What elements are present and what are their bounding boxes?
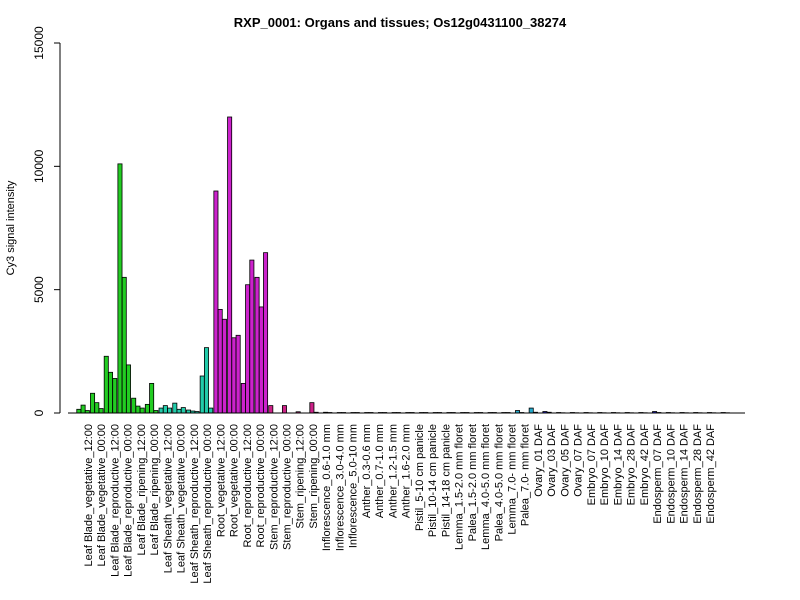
- x-tick-label: Embryo_42 DAF: [639, 424, 651, 506]
- bar: [176, 408, 182, 414]
- x-tick-label: Embryo_28 DAF: [626, 424, 638, 506]
- x-tick-label: Palea_7.0- mm floret: [520, 424, 532, 526]
- x-tick-label: Endosperm_07 DAF: [652, 424, 664, 524]
- bar: [213, 190, 219, 414]
- bar: [94, 402, 100, 414]
- bar: [108, 371, 113, 414]
- bar: [217, 308, 223, 414]
- bar: [180, 407, 186, 414]
- x-tick-label: Pistil_10-14 cm panicle: [427, 424, 439, 537]
- bar: [281, 405, 287, 414]
- x-tick-label: Anther_1.6-2.0 mm: [401, 424, 413, 518]
- x-tick-label: Leaf Blade_vegetative_00:00: [96, 424, 108, 567]
- bar: [235, 334, 241, 414]
- x-tick-label: Inflorescence_0.6-1.0 mm: [321, 424, 333, 551]
- x-tick-label: Stem_ripening_00:00: [308, 424, 320, 529]
- x-tick-label: Inflorescence_5.0-10 mm: [348, 424, 360, 548]
- bar: [254, 276, 260, 414]
- bar: [158, 407, 164, 414]
- x-tick-label: Pistil_14-18 cm panicle: [440, 424, 452, 537]
- y-tick-label: 5000: [32, 276, 46, 303]
- bar: [199, 375, 205, 414]
- bar: [90, 392, 96, 414]
- bar: [121, 276, 127, 414]
- bar: [203, 347, 209, 414]
- y-axis: 0 5000 10000 15000: [32, 26, 61, 416]
- x-tick-label: Leaf Blade_reproductive_00:00: [123, 424, 135, 577]
- bar: [126, 364, 131, 414]
- x-tick-label: Ovary_05 DAF: [559, 424, 571, 497]
- x-tick-label: Leaf Sheath_reproductive_00:00: [202, 424, 214, 584]
- x-tick-label: Lemma_1.5-2.0 mm floret: [454, 424, 466, 550]
- x-tick-label: Anther_1.2-1.5 mm: [387, 424, 399, 518]
- x-tick-label: Endosperm_10 DAF: [665, 424, 677, 524]
- bar: [80, 404, 86, 414]
- x-axis-labels: Leaf Blade_vegetative_12:00 Leaf Blade_ve…: [83, 424, 717, 584]
- x-tick-label: Stem_reproductive_00:00: [282, 424, 294, 550]
- bar: [227, 116, 233, 414]
- x-tick-label: Root_reproductive_12:00: [242, 424, 254, 548]
- x-tick-label: Endosperm_14 DAF: [679, 424, 691, 524]
- bar: [240, 382, 246, 414]
- bar: [258, 306, 264, 414]
- x-tick-label: Endosperm_42 DAF: [705, 424, 717, 524]
- bar: [309, 402, 315, 414]
- bar: [149, 382, 155, 414]
- bar: [172, 402, 178, 414]
- x-tick-label: Leaf Sheath_vegetative_00:00: [176, 424, 188, 573]
- x-tick-label: Embryo_10 DAF: [599, 424, 611, 506]
- y-axis-label: Cy3 signal intensity: [5, 180, 17, 275]
- x-tick-label: Pistil_5-10 cm panicle: [414, 424, 426, 531]
- x-tick-label: Leaf Blade_ripening_00:00: [149, 424, 161, 556]
- bar: [98, 408, 104, 414]
- bar: [167, 407, 173, 414]
- bar: [117, 163, 123, 414]
- x-tick-label: Inflorescence_3.0-4.0 mm: [334, 424, 346, 551]
- bar: [528, 407, 534, 414]
- y-tick-label: 0: [32, 409, 46, 416]
- y-tick-label: 15000: [32, 26, 46, 60]
- chart-title: RXP_0001: Organs and tissues; Os12g04311…: [234, 15, 567, 30]
- x-tick-label: Root_vegetative_00:00: [229, 424, 241, 537]
- bar: [112, 378, 118, 414]
- bar: [263, 252, 269, 414]
- x-tick-label: Embryo_07 DAF: [586, 424, 598, 506]
- bar: [103, 355, 109, 414]
- x-tick-label: Stem_ripening_12:00: [295, 424, 307, 529]
- x-tick-label: Palea_4.0-5.0 mm floret: [493, 424, 505, 541]
- bar: [208, 407, 214, 414]
- bar: [131, 397, 137, 414]
- x-tick-label: Lemma_4.0-5.0 mm floret: [480, 424, 492, 550]
- bar: [144, 403, 150, 414]
- x-tick-label: Leaf Sheath_vegetative_12:00: [162, 424, 174, 573]
- bars: [76, 116, 730, 414]
- bar: [139, 407, 145, 414]
- x-tick-label: Embryo_14 DAF: [612, 424, 624, 506]
- bar: [268, 405, 274, 414]
- x-tick-label: Leaf Blade_reproductive_12:00: [109, 424, 121, 577]
- x-tick-label: Anther_0.7-1.0 mm: [374, 424, 386, 518]
- x-tick-label: Anther_0.3-0.6 mm: [361, 424, 373, 518]
- x-tick-label: Leaf Blade_vegetative_12:00: [83, 424, 95, 567]
- x-tick-label: Ovary_01 DAF: [533, 424, 545, 497]
- x-tick-label: Ovary_03 DAF: [546, 424, 558, 497]
- x-tick-label: Stem_reproductive_12:00: [268, 424, 280, 550]
- x-tick-label: Lemma_7.0- mm floret: [506, 424, 518, 535]
- bar: [245, 284, 251, 414]
- bar: [76, 408, 82, 414]
- y-tick-label: 10000: [32, 149, 46, 183]
- x-tick-label: Ovary_07 DAF: [573, 424, 585, 497]
- x-tick-label: Root_vegetative_12:00: [215, 424, 227, 537]
- x-tick-label: Palea_1.5-2.0 mm floret: [467, 424, 479, 541]
- x-tick-label: Leaf Sheath_reproductive_12:00: [189, 424, 201, 584]
- bar: [135, 405, 141, 414]
- x-tick-label: Leaf Blade_ripening_12:00: [136, 424, 148, 556]
- bar: [221, 318, 227, 414]
- bar: [249, 259, 255, 414]
- bar: [162, 405, 168, 414]
- x-tick-label: Endosperm_28 DAF: [692, 424, 704, 524]
- bar: [231, 337, 237, 414]
- x-tick-label: Root_reproductive_00:00: [255, 424, 267, 548]
